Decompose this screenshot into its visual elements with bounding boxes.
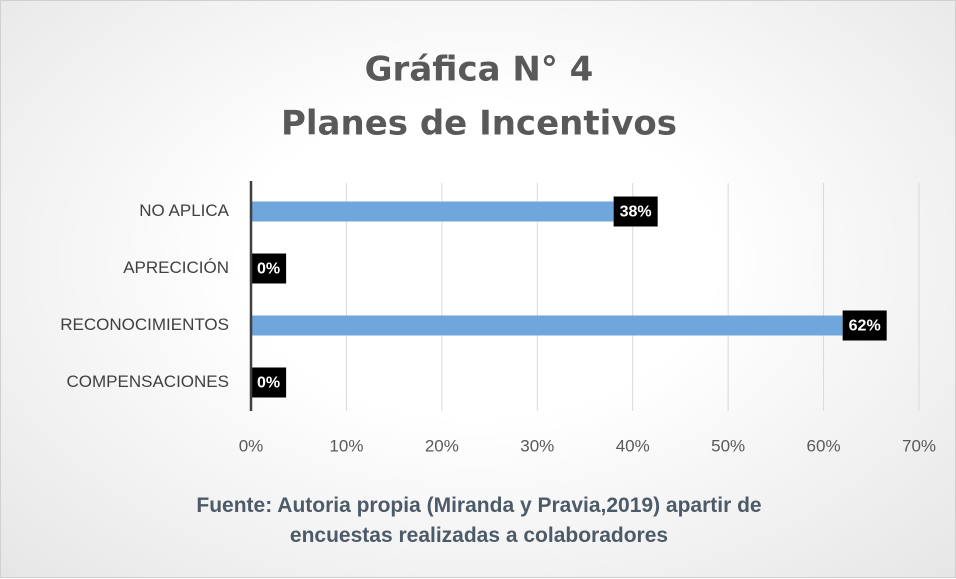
x-tick-label: 40% [616,436,650,455]
x-tick-label: 10% [329,436,363,455]
source-note: Fuente: Autoria propia (Miranda y Pravia… [196,494,762,547]
value-label-box [251,253,287,284]
x-tick-label: 0% [239,436,264,455]
value-label-box [842,310,887,341]
value-label: 0% [257,261,280,278]
x-tick-label: 20% [425,436,459,455]
x-tick-label: 50% [711,436,745,455]
chart-title: Gráfica N° 4 [365,50,594,90]
y-tick-label: APRECICIÓN [123,258,229,277]
y-tick-label: RECONOCIMIENTOS [60,315,229,334]
value-label: 38% [620,204,652,221]
value-label-box [613,196,658,227]
y-tick-label: COMPENSACIONES [67,372,229,391]
x-tick-label: 30% [520,436,554,455]
bar [251,315,843,336]
x-tick-label: 60% [807,436,841,455]
value-label: 0% [257,375,280,392]
value-label-box [251,367,287,398]
chart-subtitle: Planes de Incentivos [281,104,677,144]
y-tick-label: NO APLICA [139,201,229,220]
x-tick-label: 70% [902,436,936,455]
value-label: 62% [849,318,881,335]
bar [251,201,614,222]
